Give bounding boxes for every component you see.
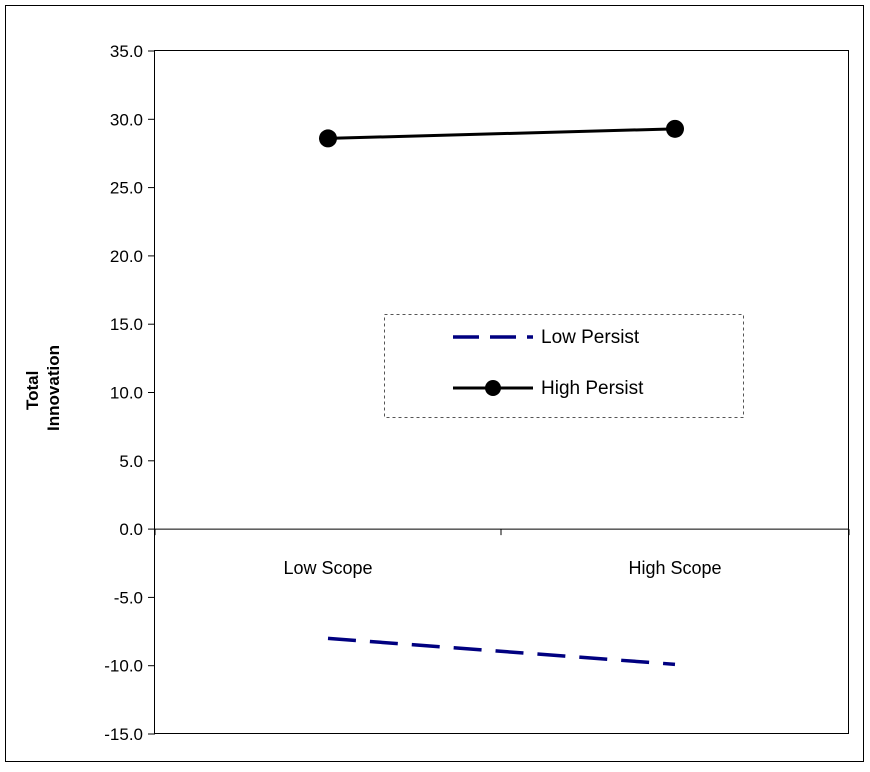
y-tick-label: 35.0 <box>110 42 143 61</box>
y-tick-label: 20.0 <box>110 247 143 266</box>
y-tick-label: -5.0 <box>114 588 143 607</box>
y-tick-label: 0.0 <box>119 520 143 539</box>
x-tick-label: High Scope <box>628 558 721 578</box>
legend-label: Low Persist <box>541 327 640 348</box>
series-line <box>327 636 676 667</box>
y-tick-label: 15.0 <box>110 315 143 334</box>
y-tick-label: -15.0 <box>104 725 143 744</box>
legend-label: High Persist <box>541 378 644 399</box>
y-tick-label: 10.0 <box>110 384 143 403</box>
series-layer <box>319 119 684 667</box>
data-point <box>319 129 337 148</box>
legend: Low Persist High Persist <box>384 314 744 418</box>
legend-box <box>384 314 744 418</box>
y-tick-label: 30.0 <box>110 110 143 129</box>
series-line <box>327 127 676 140</box>
x-axis: Low Scope High Scope <box>154 528 850 578</box>
y-axis: 35.0 30.0 25.0 20.0 15.0 10.0 5.0 0.0 -5.0 -10.0 -… <box>104 42 155 744</box>
y-tick-label: -10.0 <box>104 657 143 676</box>
y-tick-label: 5.0 <box>119 452 143 471</box>
y-tick-label: 25.0 <box>110 179 143 198</box>
x-tick-label: Low Scope <box>283 558 372 578</box>
y-axis-title: Total Innovation <box>23 345 63 431</box>
legend-marker <box>485 380 501 396</box>
data-point <box>666 119 684 138</box>
